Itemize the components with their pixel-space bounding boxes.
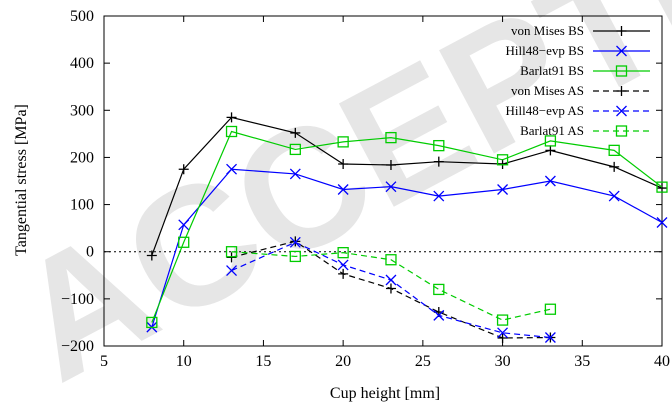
legend-item: Barlat91 BS xyxy=(520,63,650,78)
data-point xyxy=(497,332,508,343)
data-point xyxy=(544,135,557,147)
series-2 xyxy=(146,125,668,329)
legend-marker xyxy=(616,105,627,117)
plot-frame xyxy=(103,15,663,347)
data-point xyxy=(289,236,301,248)
data-point xyxy=(226,112,237,123)
y-axis-label: Tangential stress [MPa] xyxy=(13,104,30,256)
data-point xyxy=(385,181,397,193)
series-line xyxy=(151,130,663,323)
series-4 xyxy=(226,236,556,343)
data-point xyxy=(146,250,157,261)
y-tick-label: 300 xyxy=(70,102,94,119)
data-point xyxy=(433,139,445,152)
data-point xyxy=(385,159,396,170)
data-point xyxy=(225,246,238,258)
series-0 xyxy=(146,112,667,261)
x-tick-label: 20 xyxy=(335,353,351,370)
legend-label: Hill48−evp BS xyxy=(506,43,584,58)
data-point xyxy=(496,154,509,166)
series-5 xyxy=(225,246,557,326)
data-point xyxy=(497,184,509,195)
data-point xyxy=(656,217,668,228)
legend-marker xyxy=(616,86,627,96)
data-point xyxy=(433,309,445,321)
legend: von Mises BS Hill48−evp BS Barlat91 BS von … xyxy=(506,23,650,138)
series-1 xyxy=(146,163,668,333)
data-point xyxy=(433,190,445,202)
data-point xyxy=(289,143,301,156)
data-point xyxy=(226,265,238,277)
data-point xyxy=(385,283,396,294)
legend-label: Hill48−evp AS xyxy=(506,103,584,118)
y-tick-label: −200 xyxy=(61,338,94,355)
legend-marker xyxy=(616,45,627,57)
data-point xyxy=(337,247,349,259)
data-point xyxy=(337,136,349,148)
x-tick-label: 35 xyxy=(574,353,590,370)
legend-item: Hill48−evp AS xyxy=(506,103,650,118)
data-point xyxy=(544,175,556,187)
x-tick-label: 15 xyxy=(255,353,271,370)
data-point xyxy=(290,127,301,138)
legend-label: Barlat91 AS xyxy=(520,123,584,138)
data-point xyxy=(338,159,349,170)
legend-item: von Mises AS xyxy=(511,83,650,98)
data-point xyxy=(146,316,158,329)
series-line xyxy=(231,251,551,321)
data-point xyxy=(289,250,301,263)
data-point xyxy=(608,190,620,202)
data-point xyxy=(385,254,397,266)
x-tick-label: 10 xyxy=(176,353,192,370)
y-tick-label: 100 xyxy=(70,197,94,214)
data-point xyxy=(226,163,238,175)
y-tick-label: 200 xyxy=(70,149,94,166)
data-point xyxy=(545,145,556,156)
data-point xyxy=(178,164,189,175)
legend-label: Barlat91 BS xyxy=(520,63,584,78)
legend-label: von Mises AS xyxy=(511,83,584,98)
data-point xyxy=(433,156,444,167)
data-point xyxy=(178,219,190,231)
legend-item: Barlat91 AS xyxy=(520,123,650,138)
legend-marker xyxy=(615,125,628,137)
data-point xyxy=(497,159,508,170)
x-tick-label: 30 xyxy=(495,353,511,370)
legend-item: Hill48−evp BS xyxy=(506,43,650,58)
data-point xyxy=(657,183,667,194)
data-point xyxy=(544,332,556,343)
data-point xyxy=(225,125,238,138)
data-point xyxy=(433,283,445,296)
legend-label: von Mises BS xyxy=(511,23,584,38)
y-tick-label: 0 xyxy=(86,244,94,261)
data-point xyxy=(385,131,397,144)
data-point xyxy=(656,181,668,193)
data-point xyxy=(337,184,349,195)
plot-area: 5 10 15 20 25 30 35 40 −200 −100 0 100 200 300 400 500 v… xyxy=(61,8,670,370)
data-point xyxy=(338,268,349,279)
legend-marker xyxy=(615,65,628,77)
legend-item: von Mises BS xyxy=(511,23,650,38)
y-tick-label: −100 xyxy=(61,291,94,308)
data-point xyxy=(337,259,349,271)
data-point xyxy=(226,252,237,263)
x-tick-label: 5 xyxy=(100,353,108,370)
data-point xyxy=(290,236,301,247)
data-point xyxy=(496,314,509,326)
data-point xyxy=(178,236,190,248)
x-axis-label: Cup height [mm] xyxy=(330,385,440,402)
data-point xyxy=(497,327,509,339)
y-tick-label: 500 xyxy=(70,8,94,25)
data-point xyxy=(608,144,620,157)
x-tick-label: 40 xyxy=(654,353,670,370)
x-tick-label: 25 xyxy=(415,353,431,370)
y-tick-label: 400 xyxy=(70,55,94,72)
data-point xyxy=(385,274,397,286)
data-point xyxy=(544,303,557,315)
data-point xyxy=(609,161,620,172)
data-point xyxy=(289,168,301,180)
legend-marker xyxy=(616,26,627,36)
